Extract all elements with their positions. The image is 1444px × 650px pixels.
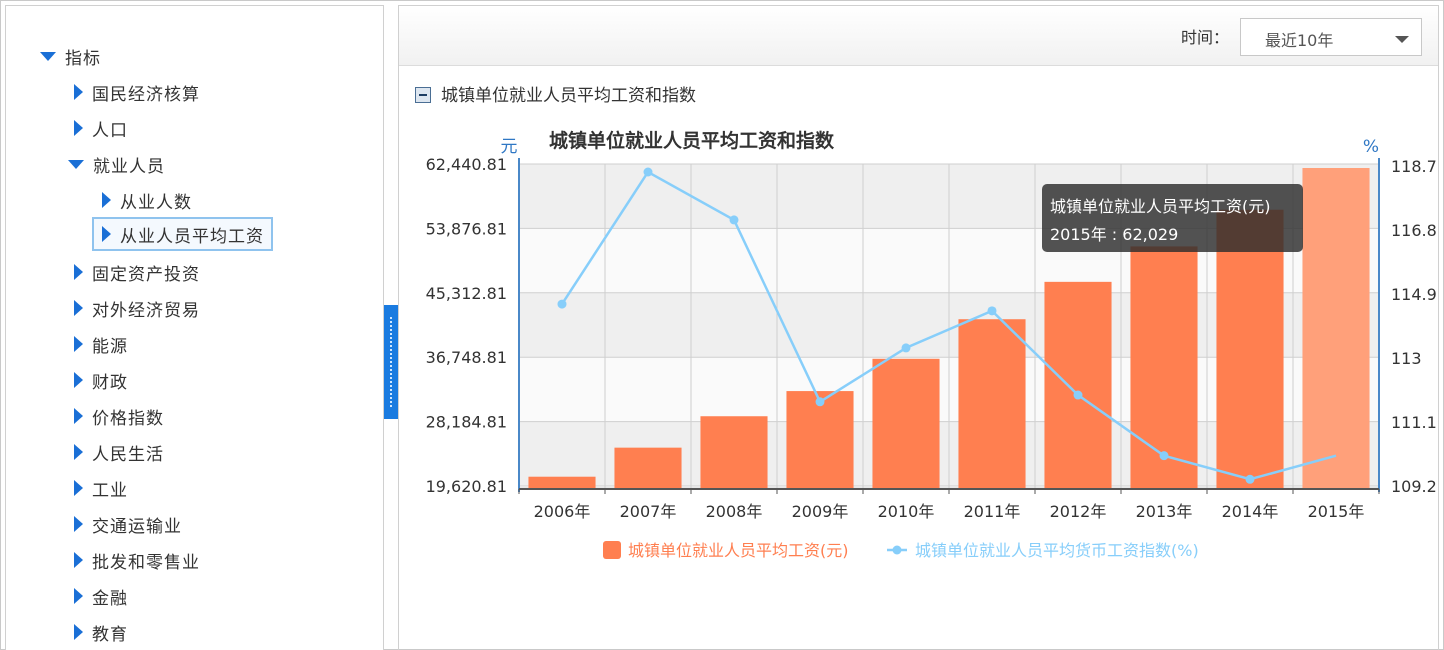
chart-line — [560, 170, 1337, 481]
caret-right-icon[interactable] — [74, 372, 83, 388]
time-range-value: 最近10年 — [1265, 31, 1334, 50]
caret-right-icon[interactable] — [74, 624, 83, 640]
y-left-tick-label: 62,440.81 — [426, 155, 507, 174]
tree-item-finance[interactable]: 金融 — [74, 582, 128, 610]
chart-line-point[interactable] — [815, 397, 825, 407]
caret-right-icon[interactable] — [74, 336, 83, 352]
chart-line-point[interactable] — [901, 343, 911, 353]
tree-item-industry[interactable]: 工业 — [74, 474, 128, 502]
tree-item-national-accounts[interactable]: 国民经济核算 — [74, 78, 200, 106]
tree-item-fixed-asset-investment[interactable]: 固定资产投资 — [74, 258, 200, 286]
indicator-tree: 指标 国民经济核算 人口 就业人员 从业人数 从业人员平均工资 固定资产投资 对… — [5, 5, 384, 650]
chart-bar[interactable] — [872, 358, 940, 488]
y-right-unit-label: % — [1363, 137, 1379, 157]
caret-right-icon[interactable] — [74, 120, 83, 136]
tree-item-education[interactable]: 教育 — [74, 618, 128, 646]
y-left-tick-label: 28,184.81 — [426, 413, 507, 432]
tree-item-living-standards[interactable]: 人民生活 — [74, 438, 164, 466]
x-tick-label: 2009年 — [792, 502, 849, 521]
tree-item-finance-public[interactable]: 财政 — [74, 366, 128, 394]
legend-line-label: 城镇单位就业人员平均货币工资指数(%) — [915, 541, 1199, 560]
chart-line-point[interactable] — [557, 299, 567, 309]
chart-line-point[interactable] — [1073, 390, 1083, 400]
legend-bar-swatch[interactable] — [603, 541, 621, 559]
caret-right-icon[interactable] — [74, 444, 83, 460]
y-left-tick-label: 36,748.81 — [426, 348, 507, 367]
caret-right-icon[interactable] — [74, 408, 83, 424]
chart-line-point[interactable] — [729, 215, 739, 225]
chart-bar[interactable] — [614, 447, 682, 488]
x-tick-label: 2012年 — [1050, 502, 1107, 521]
chart-bar[interactable] — [700, 416, 768, 488]
section-title: 城镇单位就业人员平均工资和指数 — [441, 85, 696, 106]
caret-right-icon[interactable] — [74, 552, 83, 568]
tree-item-employment[interactable]: 就业人员 — [68, 150, 165, 178]
section-header: 城镇单位就业人员平均工资和指数 — [415, 81, 696, 106]
wage-chart: 62,440.81 53,876.81 45,312.81 36,748.81 28,1… — [426, 129, 1437, 560]
chart-line-point[interactable] — [643, 167, 653, 177]
y-left-unit-label: 元 — [501, 137, 518, 157]
tree-item-average-wage[interactable]: 从业人员平均工资 — [92, 217, 273, 251]
legend-line-marker — [892, 545, 902, 555]
panel-splitter-handle[interactable] — [384, 305, 398, 419]
legend-bar-label: 城镇单位就业人员平均工资(元) — [628, 541, 849, 560]
chart-line-point[interactable] — [987, 306, 997, 316]
chart-bar[interactable] — [1302, 168, 1370, 488]
collapse-minus-icon[interactable] — [415, 86, 431, 103]
caret-right-icon[interactable] — [74, 264, 83, 280]
toolbar: 时间： 最近10年 — [399, 6, 1438, 66]
tree-item-price-index[interactable]: 价格指数 — [74, 402, 164, 430]
chart-bar[interactable] — [528, 476, 596, 488]
chart-bar[interactable] — [786, 391, 854, 488]
time-label: 时间： — [1181, 28, 1230, 47]
grip-dots-icon — [390, 317, 392, 407]
y-right-tick-label: 109.2 — [1391, 477, 1437, 496]
x-tick-label: 2006年 — [534, 502, 591, 521]
tree-item-wholesale-retail[interactable]: 批发和零售业 — [74, 546, 200, 574]
caret-right-icon[interactable] — [74, 84, 83, 100]
tree-item-employed-count[interactable]: 从业人数 — [102, 186, 192, 214]
caret-down-icon[interactable] — [68, 159, 84, 169]
x-tick-label: 2015年 — [1308, 502, 1365, 521]
chart-title: 城镇单位就业人员平均工资和指数 — [549, 129, 835, 152]
chart-bar[interactable] — [958, 319, 1026, 488]
y-right-tick-label: 111.1 — [1391, 413, 1437, 432]
tree-item-foreign-trade[interactable]: 对外经济贸易 — [74, 294, 200, 322]
tree-root-indicators[interactable]: 指标 — [40, 42, 101, 70]
chart-line-point[interactable] — [1159, 451, 1169, 461]
tree-item-population[interactable]: 人口 — [74, 114, 128, 142]
chart-bar[interactable] — [1044, 281, 1112, 488]
y-left-tick-label: 53,876.81 — [426, 219, 507, 238]
y-right-tick-label: 118.7 — [1391, 157, 1437, 176]
x-tick-label: 2010年 — [878, 502, 935, 521]
caret-right-icon[interactable] — [74, 300, 83, 316]
tooltip-value: 2015年 : 62,029 — [1050, 225, 1178, 244]
caret-right-icon[interactable] — [102, 192, 111, 208]
y-right-tick-label: 114.9 — [1391, 285, 1437, 304]
caret-right-icon[interactable] — [74, 516, 83, 532]
main-panel: 时间： 最近10年 城镇单位就业人员平均工资和指数 — [398, 5, 1439, 650]
chart-tooltip — [1042, 184, 1303, 252]
dropdown-arrow-icon[interactable] — [1395, 36, 1409, 43]
caret-right-icon[interactable] — [74, 480, 83, 496]
caret-right-icon[interactable] — [102, 226, 111, 242]
chart-line-point[interactable] — [1245, 474, 1255, 484]
x-tick-label: 2008年 — [706, 502, 763, 521]
x-tick-label: 2014年 — [1222, 502, 1279, 521]
x-tick-label: 2011年 — [964, 502, 1021, 521]
tree-item-transport[interactable]: 交通运输业 — [74, 510, 182, 538]
y-left-tick-label: 45,312.81 — [426, 284, 507, 303]
chart-bar[interactable] — [1130, 246, 1198, 488]
tooltip-title: 城镇单位就业人员平均工资(元) — [1050, 197, 1271, 216]
tree-item-energy[interactable]: 能源 — [74, 330, 128, 358]
y-right-tick-label: 113 — [1391, 349, 1422, 368]
caret-down-icon[interactable] — [40, 51, 56, 61]
y-left-tick-label: 19,620.81 — [426, 477, 507, 496]
x-tick-label: 2007年 — [620, 502, 677, 521]
x-tick-label: 2013年 — [1136, 502, 1193, 521]
chart-bar[interactable] — [1216, 209, 1284, 488]
caret-right-icon[interactable] — [74, 588, 83, 604]
y-right-tick-label: 116.8 — [1391, 221, 1437, 240]
time-range-select[interactable]: 最近10年 — [1240, 18, 1422, 56]
